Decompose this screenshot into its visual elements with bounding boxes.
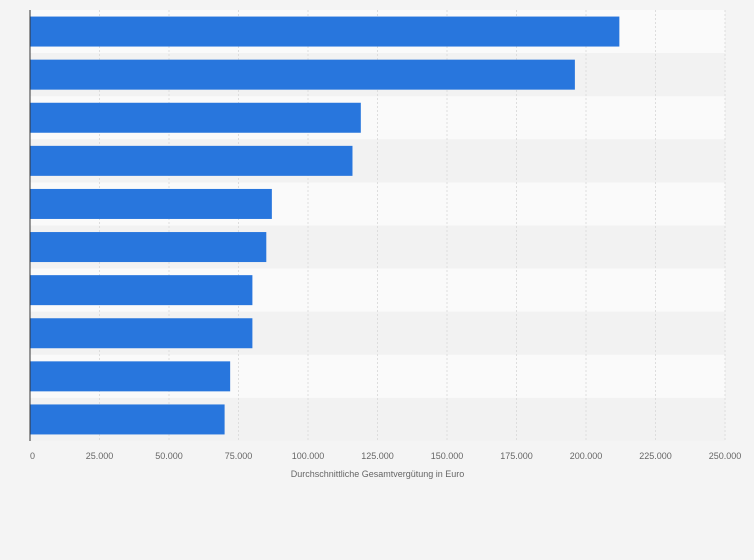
bar[interactable] xyxy=(30,145,353,176)
bar[interactable] xyxy=(30,404,225,435)
bar[interactable] xyxy=(30,16,620,47)
x-tick-label: 50.000 xyxy=(155,451,183,461)
bar[interactable] xyxy=(30,275,253,306)
x-tick-labels: 0 25.000 50.000 75.000 100.000 125.000 150.000… xyxy=(30,451,741,461)
x-tick-label: 25.000 xyxy=(86,451,114,461)
x-tick-label: 100.000 xyxy=(292,451,325,461)
x-axis-title: Durchschnittliche Gesamtvergütung in Eur… xyxy=(291,469,465,479)
bar[interactable] xyxy=(30,188,272,219)
x-tick-label: 125.000 xyxy=(361,451,394,461)
x-tick-label: 0 xyxy=(30,451,35,461)
bar[interactable] xyxy=(30,102,361,133)
x-tick-label: 250.000 xyxy=(709,451,742,461)
bar[interactable] xyxy=(30,59,575,90)
x-tick-label: 150.000 xyxy=(431,451,464,461)
bars xyxy=(30,16,620,435)
bar[interactable] xyxy=(30,361,231,392)
bar[interactable] xyxy=(30,318,253,349)
bar[interactable] xyxy=(30,232,267,263)
x-tick-label: 75.000 xyxy=(225,451,253,461)
x-tick-label: 225.000 xyxy=(639,451,672,461)
x-tick-label: 200.000 xyxy=(570,451,603,461)
x-tick-label: 175.000 xyxy=(500,451,533,461)
